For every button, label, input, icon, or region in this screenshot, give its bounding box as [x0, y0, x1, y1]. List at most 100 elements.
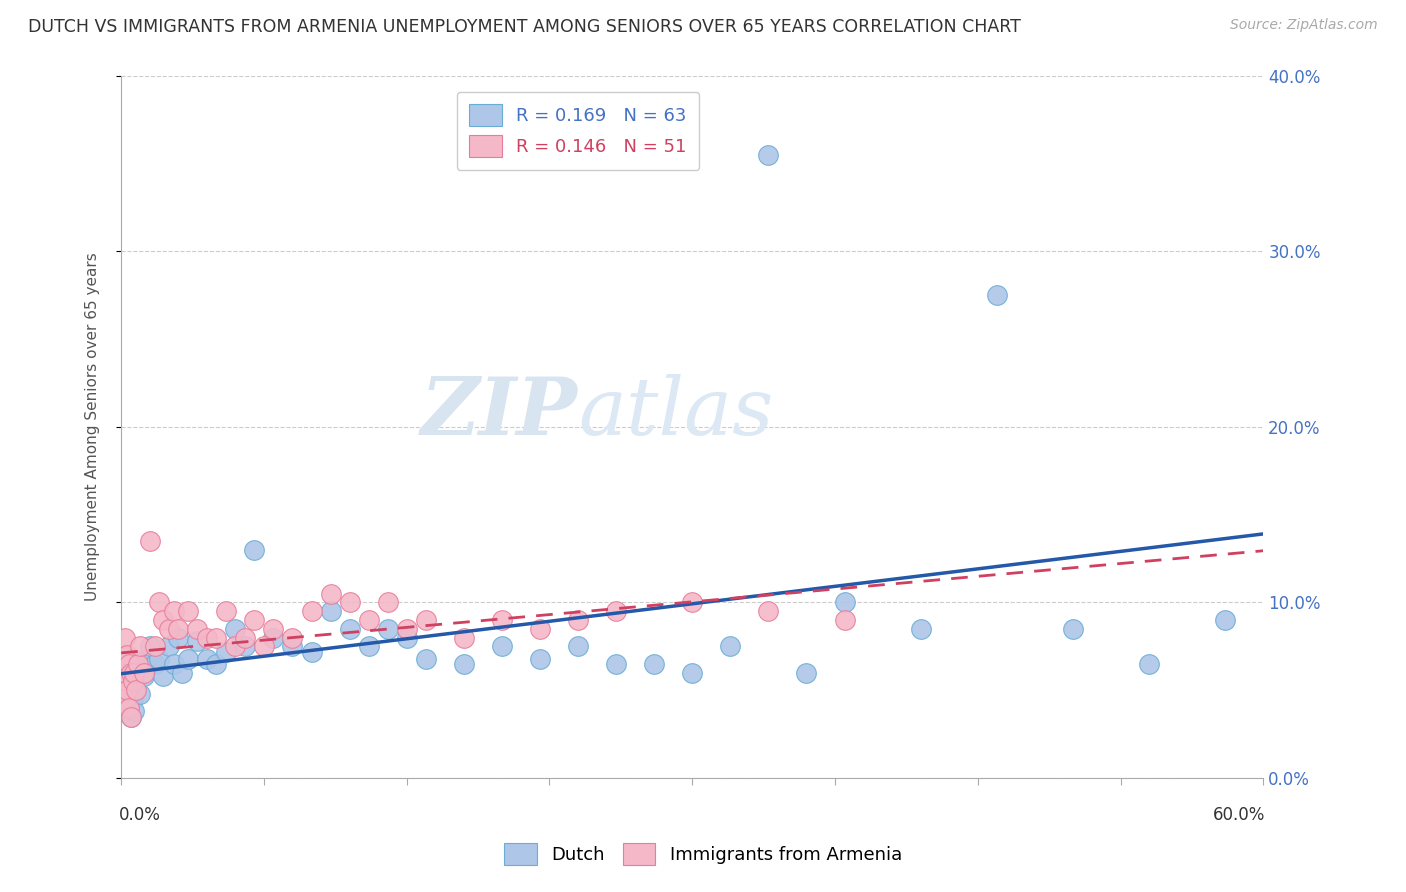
Point — [177, 651, 200, 665]
Text: atlas: atlas — [578, 374, 773, 451]
Point — [120, 709, 142, 723]
Point — [377, 595, 399, 609]
Point — [120, 665, 142, 680]
Text: Source: ZipAtlas.com: Source: ZipAtlas.com — [1230, 18, 1378, 32]
Text: 60.0%: 60.0% — [1213, 806, 1265, 824]
Point — [115, 700, 138, 714]
Point — [112, 665, 135, 680]
Point — [121, 665, 143, 680]
Point — [718, 640, 741, 654]
Point — [834, 613, 856, 627]
Point — [319, 586, 342, 600]
Point — [112, 692, 135, 706]
Legend: Dutch, Immigrants from Armenia: Dutch, Immigrants from Armenia — [495, 834, 911, 874]
Point — [253, 640, 276, 654]
Point — [157, 640, 180, 654]
Point — [758, 147, 780, 161]
Point — [112, 674, 135, 689]
Point — [120, 709, 142, 723]
Point — [186, 634, 208, 648]
Point — [357, 640, 380, 654]
Point — [121, 692, 143, 706]
Point — [177, 604, 200, 618]
Point — [124, 665, 146, 680]
Point — [115, 648, 138, 662]
Point — [567, 613, 589, 627]
Point — [195, 631, 218, 645]
Point — [681, 665, 703, 680]
Point — [112, 648, 135, 662]
Point — [127, 665, 149, 680]
Point — [115, 674, 138, 689]
Point — [1062, 622, 1084, 636]
Point — [262, 631, 284, 645]
Point — [319, 604, 342, 618]
Point — [529, 622, 551, 636]
Point — [986, 288, 1008, 302]
Point — [152, 613, 174, 627]
Point — [224, 640, 246, 654]
Point — [195, 651, 218, 665]
Point — [129, 640, 152, 654]
Point — [114, 657, 136, 671]
Legend: R = 0.169   N = 63, R = 0.146   N = 51: R = 0.169 N = 63, R = 0.146 N = 51 — [457, 92, 699, 170]
Point — [132, 665, 155, 680]
Point — [643, 657, 665, 671]
Point — [118, 700, 141, 714]
Point — [453, 657, 475, 671]
Point — [281, 631, 304, 645]
Point — [567, 640, 589, 654]
Point — [163, 657, 186, 671]
Point — [491, 613, 513, 627]
Point — [118, 662, 141, 676]
Point — [758, 604, 780, 618]
Point — [170, 665, 193, 680]
Point — [1137, 657, 1160, 671]
Point — [118, 657, 141, 671]
Point — [114, 665, 136, 680]
Point — [910, 622, 932, 636]
Point — [145, 657, 167, 671]
Point — [112, 683, 135, 698]
Point — [453, 631, 475, 645]
Point — [233, 640, 256, 654]
Point — [121, 674, 143, 689]
Point — [115, 683, 138, 698]
Point — [243, 542, 266, 557]
Point — [129, 657, 152, 671]
Point — [114, 631, 136, 645]
Point — [120, 674, 142, 689]
Point — [395, 631, 418, 645]
Point — [301, 604, 323, 618]
Point — [114, 692, 136, 706]
Point — [605, 657, 627, 671]
Point — [135, 651, 157, 665]
Point — [415, 651, 437, 665]
Point — [112, 700, 135, 714]
Point — [114, 692, 136, 706]
Point — [118, 687, 141, 701]
Point — [205, 631, 228, 645]
Point — [215, 644, 238, 658]
Point — [377, 622, 399, 636]
Point — [262, 622, 284, 636]
Text: DUTCH VS IMMIGRANTS FROM ARMENIA UNEMPLOYMENT AMONG SENIORS OVER 65 YEARS CORREL: DUTCH VS IMMIGRANTS FROM ARMENIA UNEMPLO… — [28, 18, 1021, 36]
Point — [186, 622, 208, 636]
Point — [339, 622, 361, 636]
Point — [233, 631, 256, 645]
Point — [148, 651, 170, 665]
Point — [491, 640, 513, 654]
Point — [796, 665, 818, 680]
Point — [301, 644, 323, 658]
Point — [132, 669, 155, 683]
Point — [224, 622, 246, 636]
Point — [124, 683, 146, 698]
Point — [157, 622, 180, 636]
Point — [125, 674, 148, 689]
Point — [205, 657, 228, 671]
Point — [138, 533, 160, 548]
Point — [834, 595, 856, 609]
Point — [138, 640, 160, 654]
Text: 0.0%: 0.0% — [120, 806, 160, 824]
Point — [152, 669, 174, 683]
